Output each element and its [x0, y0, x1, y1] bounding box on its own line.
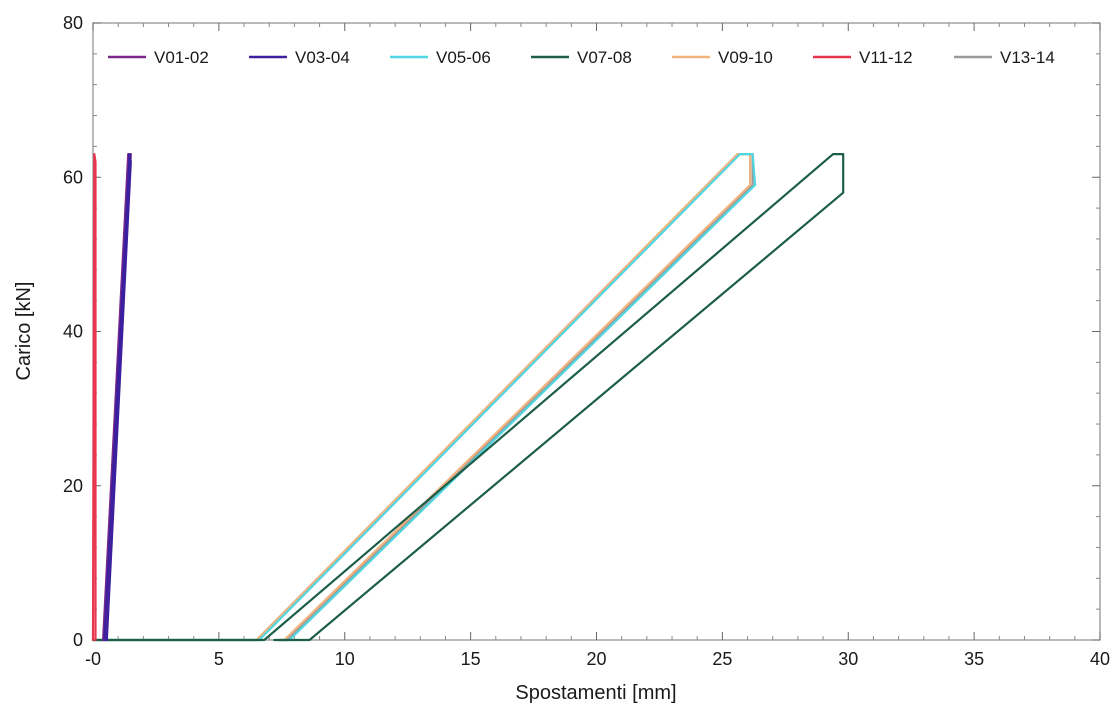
legend-label: V13-14	[1000, 48, 1055, 67]
x-axis-title: Spostamenti [mm]	[515, 682, 676, 704]
y-tick-label: 60	[63, 167, 83, 187]
legend: V01-02 V03-04 V05-06 V07-08 V09-10 V11-12 V13-…	[108, 48, 1055, 67]
legend-label: V05-06	[436, 48, 491, 67]
y-tick-label: 40	[63, 322, 83, 342]
x-tick-label: 5	[214, 649, 224, 669]
x-tick-label: 20	[586, 649, 606, 669]
ticks-layer: -0 5 10 15 20 25 30 35 40 0 20 40 60 80	[63, 13, 1110, 669]
y-tick-label: 80	[63, 13, 83, 33]
series-line-v07-08	[91, 153, 845, 642]
legend-label: V07-08	[577, 48, 632, 67]
x-tick-label: 10	[335, 649, 355, 669]
series-layer	[91, 153, 845, 642]
x-tick-label: 40	[1090, 649, 1110, 669]
series-line-v03-04	[103, 153, 132, 642]
legend-label: V09-10	[718, 48, 773, 67]
legend-label: V11-12	[859, 48, 913, 67]
x-tick-label: 25	[712, 649, 732, 669]
plot-frame	[92, 22, 1101, 641]
y-tick-label: 20	[63, 476, 83, 496]
x-tick-label: 15	[461, 649, 481, 669]
legend-label: V01-02	[154, 48, 209, 67]
y-tick-label: 0	[73, 630, 83, 650]
series-line-v11-12	[91, 153, 97, 642]
x-tick-label: -0	[85, 649, 101, 669]
x-tick-label: 30	[838, 649, 858, 669]
y-axis-title: Carico [kN]	[13, 282, 35, 381]
legend-label: V03-04	[295, 48, 350, 67]
x-tick-label: 35	[964, 649, 984, 669]
